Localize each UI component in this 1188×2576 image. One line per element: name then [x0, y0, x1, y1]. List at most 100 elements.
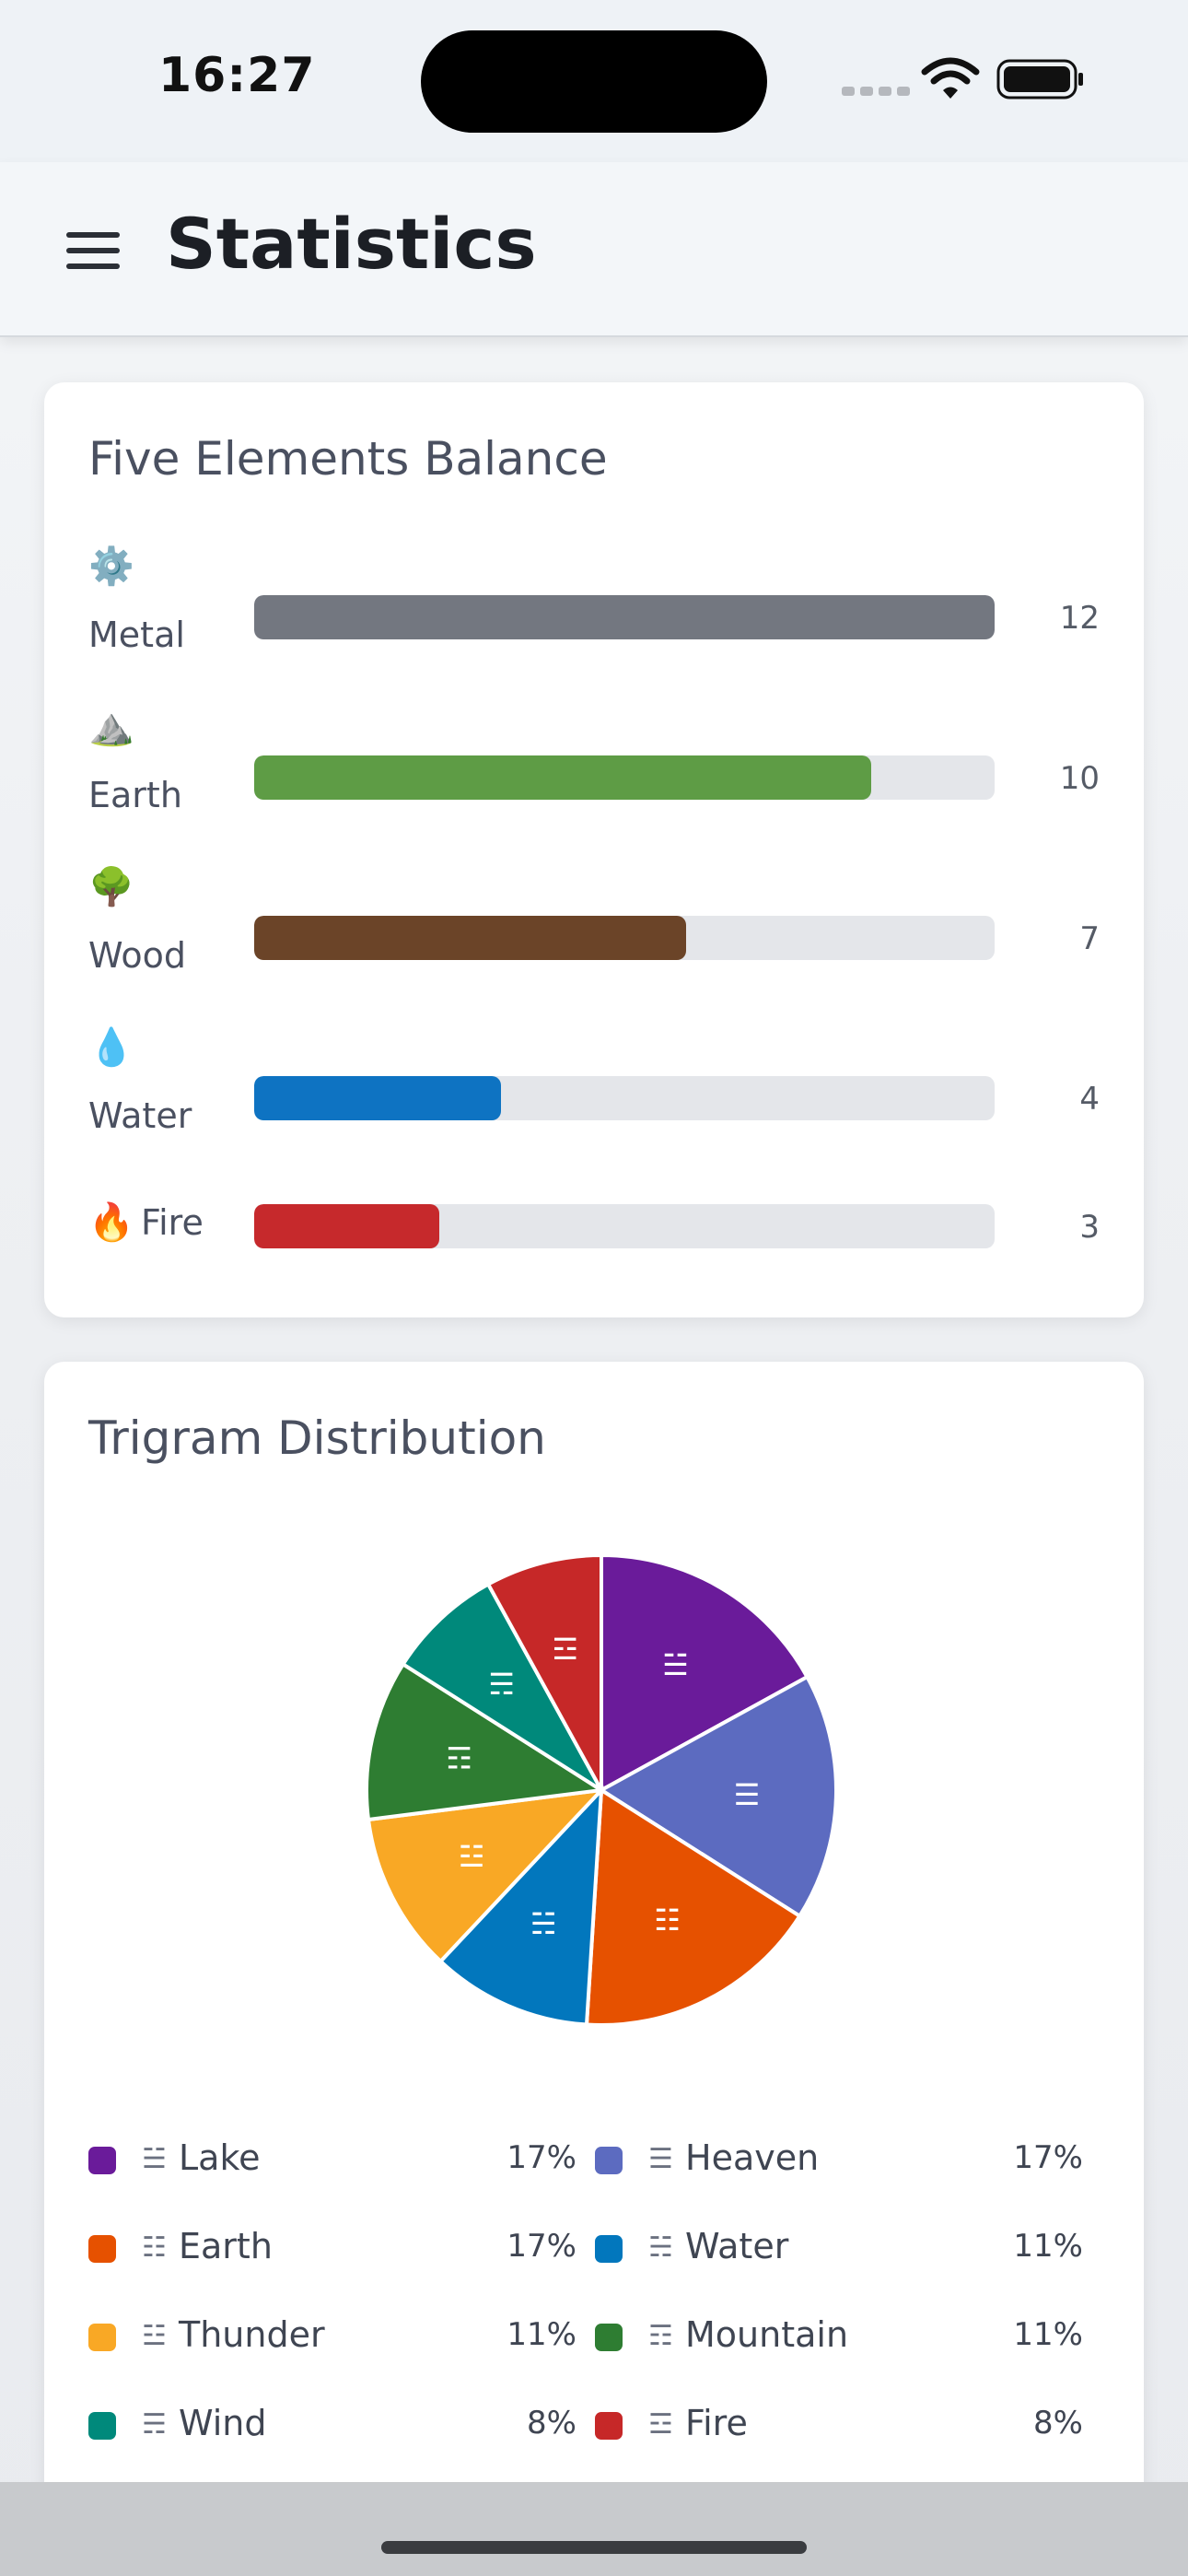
five-elements-card: Five Elements Balance ⚙️ Metal 12 ⛰️ Ear… [44, 382, 1144, 1317]
element-count: 7 [1079, 920, 1100, 957]
status-time: 16:27 [158, 48, 316, 103]
legend-name: Water [685, 2226, 789, 2266]
dynamic-island [421, 30, 767, 133]
element-bar-fill [254, 1204, 439, 1248]
element-count: 10 [1059, 760, 1100, 797]
home-indicator[interactable] [381, 2541, 807, 2554]
page-title: Statistics [166, 203, 537, 285]
legend-percent: 8% [527, 2405, 577, 2441]
hamburger-menu-icon[interactable] [66, 232, 120, 269]
legend-swatch [88, 2412, 116, 2440]
cellular-signal-icon [842, 87, 910, 96]
element-count: 12 [1059, 600, 1100, 637]
legend-name: Earth [179, 2226, 273, 2266]
legend-percent: 11% [1013, 2316, 1083, 2353]
legend-percent: 17% [507, 2139, 577, 2176]
five-elements-title: Five Elements Balance [88, 432, 608, 486]
pie-slice-symbol: ☲ [552, 1632, 578, 1667]
pie-slice-symbol: ☴ [488, 1667, 515, 1702]
pie-slice-symbol: ☵ [530, 1906, 557, 1941]
element-bar-track [254, 1204, 995, 1248]
legend-percent: 8% [1033, 2405, 1083, 2441]
fire-icon: 🔥 [88, 1201, 134, 1244]
metal-icon: ⚙️ [88, 545, 134, 588]
legend-item-mountain: ☶ Mountain 11% [595, 2311, 1083, 2366]
legend-swatch [88, 2235, 116, 2263]
trigram-symbol: ☵ [648, 2231, 673, 2264]
legend-percent: 11% [507, 2316, 577, 2353]
element-bar-fill [254, 595, 995, 639]
legend-name: Wind [179, 2403, 267, 2443]
pie-slice-fire[interactable] [485, 1552, 603, 1791]
element-label: Wood [88, 935, 186, 976]
element-label: Fire [141, 1202, 204, 1243]
legend-swatch [88, 2324, 116, 2351]
home-indicator-area [0, 2482, 1188, 2576]
status-bar: 16:27 [0, 0, 1188, 162]
element-count: 3 [1079, 1209, 1100, 1246]
pie-slice-symbol: ☰ [734, 1777, 761, 1812]
pie-slice-thunder[interactable] [366, 1787, 607, 1964]
element-bar-fill [254, 755, 871, 800]
element-label: Water [88, 1095, 192, 1136]
trigram-symbol: ☱ [142, 2143, 167, 2175]
element-bar-fill [254, 1076, 501, 1120]
pie-slice-water[interactable] [437, 1785, 604, 2027]
pie-slice-symbol: ☶ [446, 1741, 472, 1776]
legend-item-thunder: ☳ Thunder 11% [88, 2311, 577, 2366]
pie-slice-lake[interactable] [600, 1552, 810, 1794]
legend-name: Fire [685, 2403, 748, 2443]
legend-swatch [595, 2324, 623, 2351]
legend-name: Lake [179, 2137, 261, 2178]
trigram-distribution-card: Trigram Distribution ☱ ☰ ☷ ☵ ☳ ☶ ☴ ☲ ☱ Lake 17% ☰ H… [44, 1362, 1144, 2576]
legend-name: Mountain [685, 2314, 849, 2355]
element-row-wood: 🌳 Wood 7 [44, 867, 1144, 996]
legend-item-earth: ☷ Earth 17% [88, 2222, 577, 2277]
pie-slice-symbol: ☷ [654, 1903, 681, 1938]
element-label: Earth [88, 775, 182, 815]
element-row-metal: ⚙️ Metal 12 [44, 546, 1144, 675]
legend-item-fire: ☲ Fire 8% [595, 2399, 1083, 2454]
legend-item-heaven: ☰ Heaven 17% [595, 2134, 1083, 2189]
element-row-fire: 🔥 Fire 3 [44, 1189, 1144, 1263]
element-bar-fill [254, 916, 686, 960]
pie-slice-wind[interactable] [400, 1581, 603, 1792]
tree-icon: 🌳 [88, 866, 134, 908]
legend-swatch [595, 2235, 623, 2263]
trigram-pie-chart: ☱ ☰ ☷ ☵ ☳ ☶ ☴ ☲ [365, 1552, 838, 2027]
trigram-symbol: ☰ [648, 2143, 673, 2175]
element-bar-track [254, 595, 995, 639]
legend-name: Thunder [179, 2314, 325, 2355]
battery-icon [996, 59, 1083, 100]
pie-slice-mountain[interactable] [365, 1661, 607, 1822]
trigram-symbol: ☲ [648, 2408, 673, 2441]
water-drop-icon: 💧 [88, 1026, 134, 1069]
legend-item-wind: ☴ Wind 8% [88, 2399, 577, 2454]
trigram-symbol: ☷ [142, 2231, 167, 2264]
element-bar-track [254, 1076, 995, 1120]
legend-swatch [595, 2412, 623, 2440]
element-row-water: 💧 Water 4 [44, 1027, 1144, 1156]
trigram-symbol: ☳ [142, 2320, 167, 2352]
pie-slice-symbol: ☳ [459, 1839, 485, 1874]
wifi-icon [921, 57, 980, 99]
trigram-symbol: ☴ [142, 2408, 167, 2441]
element-row-earth: ⛰️ Earth 10 [44, 707, 1144, 836]
element-bar-track [254, 916, 995, 960]
pie-slice-symbol: ☱ [662, 1647, 689, 1682]
mountain-icon: ⛰️ [88, 706, 134, 748]
legend-percent: 17% [507, 2228, 577, 2265]
pie-slice-heaven[interactable] [598, 1674, 838, 1919]
element-label: Metal [88, 615, 185, 655]
top-app-bar: Statistics [0, 162, 1188, 337]
legend-percent: 11% [1013, 2228, 1083, 2265]
element-count: 4 [1079, 1081, 1100, 1118]
legend-percent: 17% [1013, 2139, 1083, 2176]
legend-name: Heaven [685, 2137, 820, 2178]
pie-slice-earth[interactable] [584, 1786, 803, 2027]
trigram-distribution-title: Trigram Distribution [88, 1411, 546, 1465]
trigram-symbol: ☶ [648, 2320, 673, 2352]
legend-item-lake: ☱ Lake 17% [88, 2134, 577, 2189]
legend-swatch [88, 2147, 116, 2174]
